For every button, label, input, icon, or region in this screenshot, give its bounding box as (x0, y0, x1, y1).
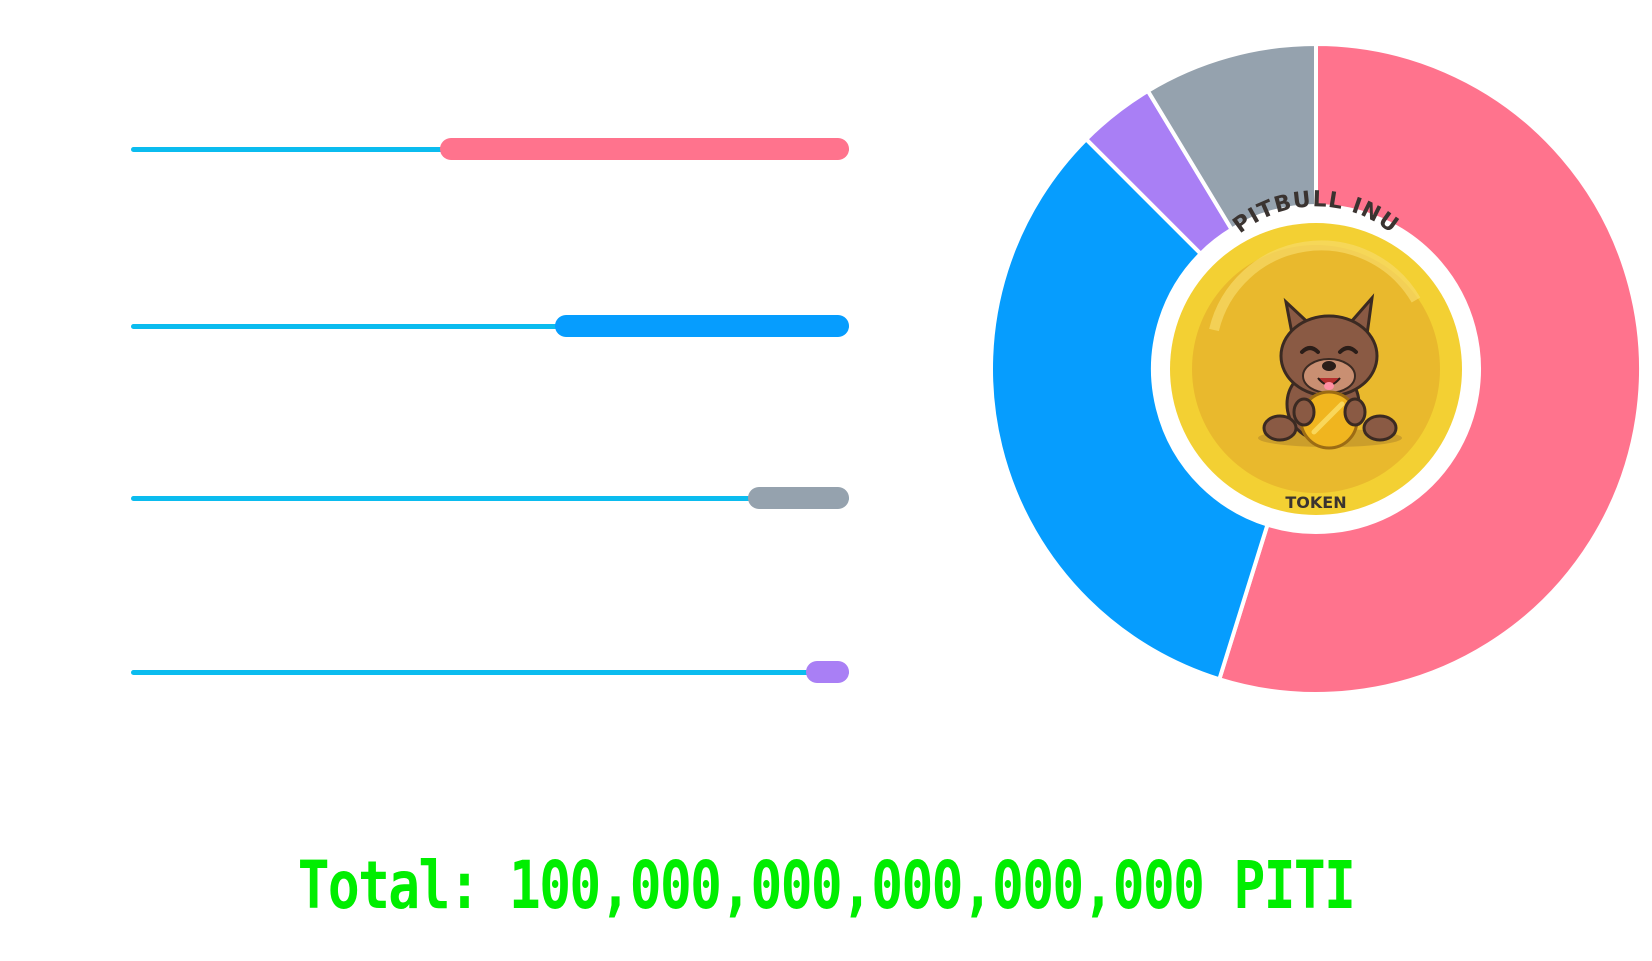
total-supply-label: Total: 100,000,000,000,000,000 PITI (297, 847, 1356, 924)
allocation-bar-fill (806, 661, 849, 683)
coin-shine (1209, 240, 1421, 332)
donut-slices (989, 41, 1643, 696)
allocation-bar-2 (131, 315, 849, 339)
coin-subtitle: TOKEN (1285, 493, 1346, 512)
allocation-bar-3 (131, 487, 849, 511)
allocation-bar-fill (748, 487, 849, 509)
allocation-bar-1 (131, 138, 849, 162)
allocation-bar-track-line (131, 496, 849, 501)
allocation-bar-fill (440, 138, 849, 160)
pitbull-dog-mascot (1258, 293, 1402, 450)
allocation-bar-4 (131, 661, 849, 685)
allocation-bar-fill (555, 315, 849, 337)
allocation-bar-track-line (131, 324, 849, 329)
allocation-bar-track-line (131, 670, 849, 675)
